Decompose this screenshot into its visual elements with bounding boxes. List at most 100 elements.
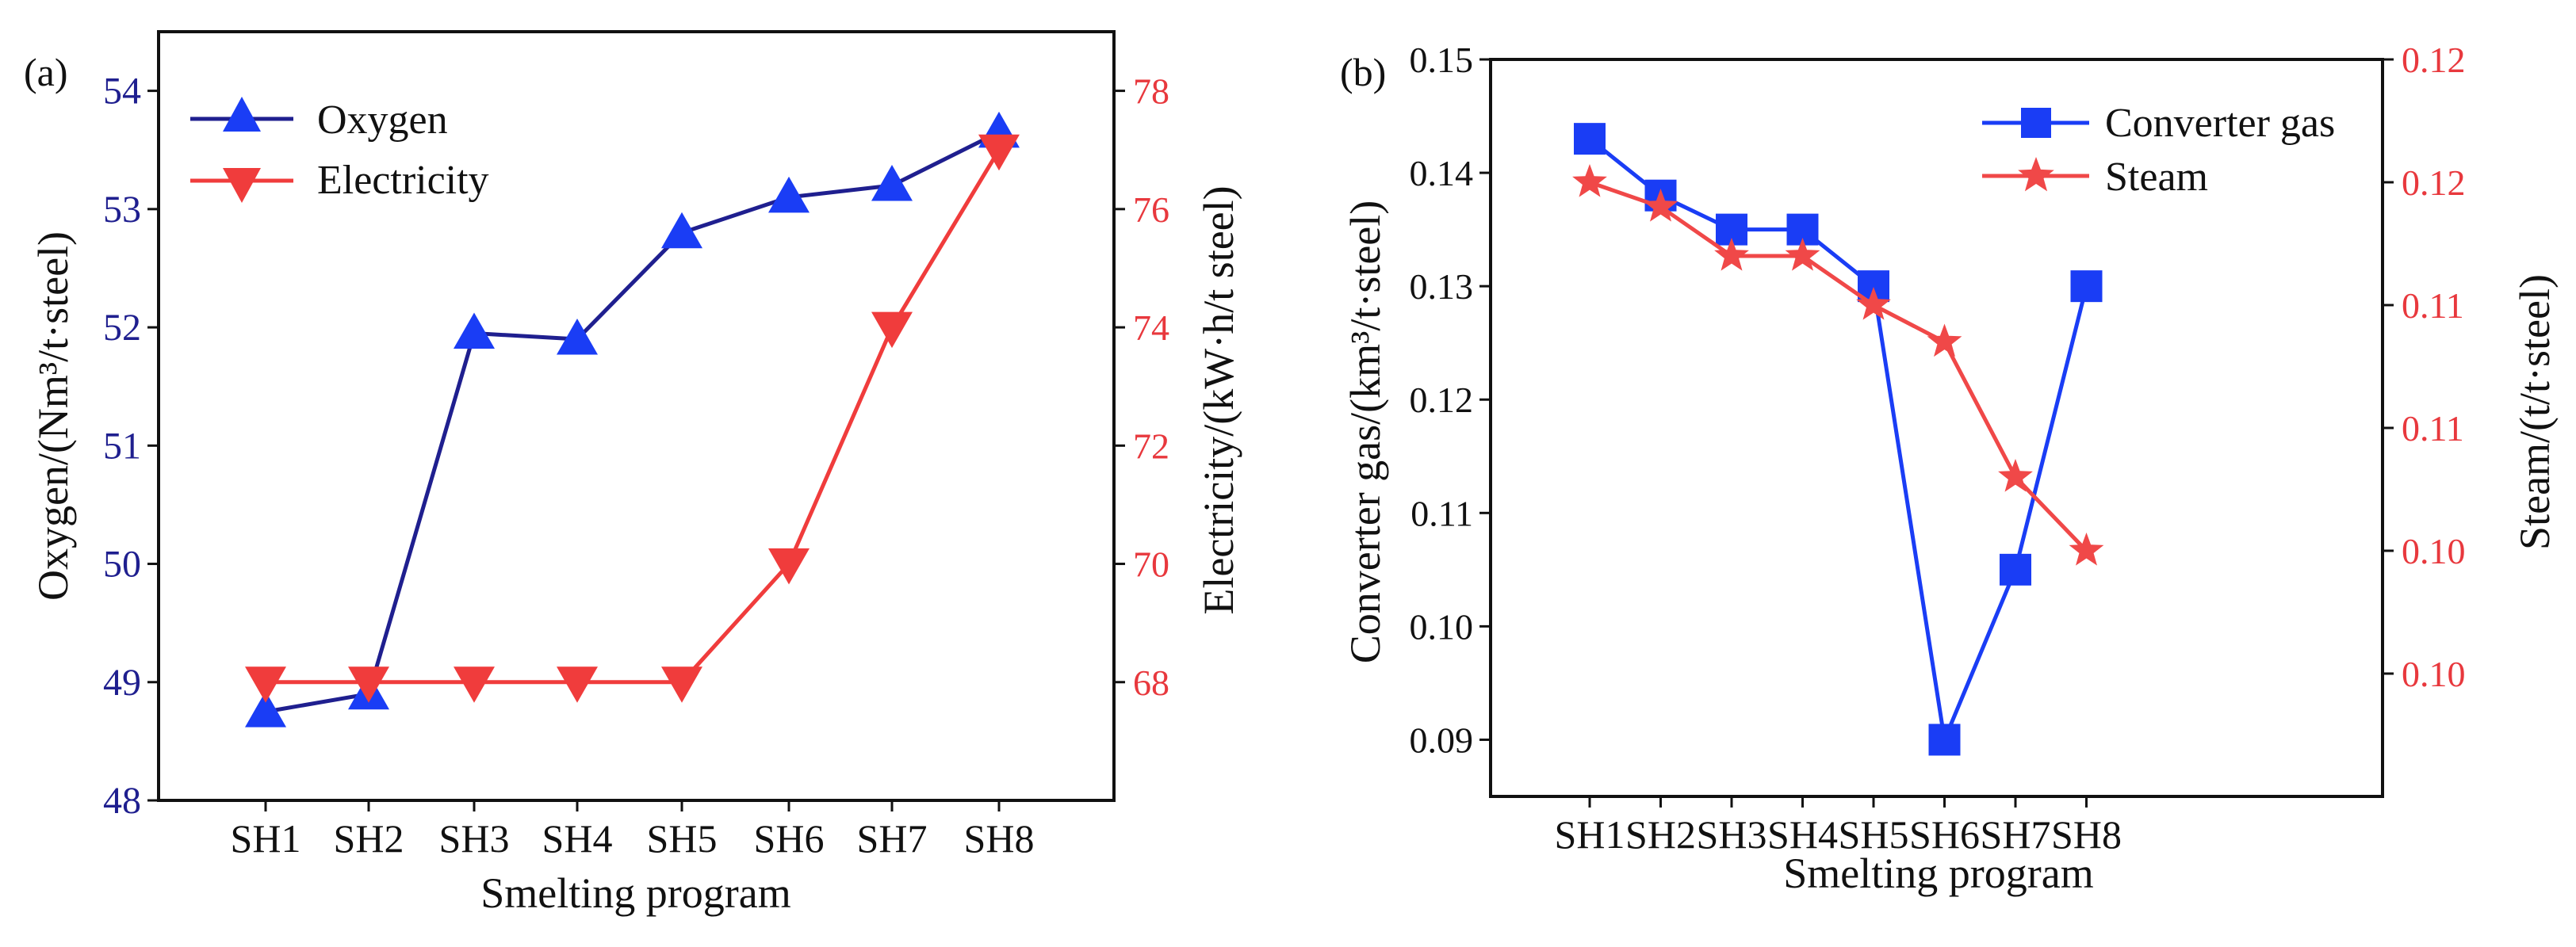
panel-a-left-axis-title: Oxygen/(Nm³/t·steel) <box>29 231 77 601</box>
right-tick-label: 0.10 <box>2402 531 2466 571</box>
x-tick-label: SH3 <box>439 816 510 861</box>
right-tick-label: 0.10 <box>2402 654 2466 694</box>
data-point-steam <box>1572 164 1607 197</box>
left-tick-label: 53 <box>103 189 141 231</box>
panel-a-series <box>245 111 1020 727</box>
x-tick-label: SH5 <box>1839 812 1909 857</box>
left-tick-label: 0.13 <box>1410 266 1474 307</box>
x-tick-label: SH1 <box>1555 812 1625 857</box>
data-point-electricity <box>871 311 913 349</box>
panel-a-legend: Oxygen Electricity <box>190 97 489 203</box>
right-tick-label: 0.12 <box>2402 40 2466 80</box>
data-point-electricity <box>661 666 702 703</box>
right-tick-label: 70 <box>1133 544 1169 585</box>
data-point-electricity <box>245 666 286 703</box>
legend-converter-gas-label: Converter gas <box>2105 101 2335 146</box>
left-tick-label: 54 <box>103 71 141 113</box>
data-point-electricity <box>557 666 598 703</box>
data-point-converter-gas <box>1574 123 1606 155</box>
left-tick-label: 0.09 <box>1410 720 1474 760</box>
left-tick-label: 50 <box>103 544 141 586</box>
data-point-oxygen <box>557 319 598 355</box>
data-point-steam <box>1785 238 1820 271</box>
left-tick-label: 0.15 <box>1410 40 1474 80</box>
data-point-electricity <box>768 548 810 585</box>
panel-a-right-axis: 68 70 72 74 76 78 <box>1114 71 1169 703</box>
x-tick-label: SH6 <box>1909 812 1980 857</box>
panel-b-legend: Converter gas Steam <box>1982 101 2335 200</box>
legend-electricity-label: Electricity <box>317 158 489 203</box>
data-point-oxygen <box>768 176 810 213</box>
panel-a-x-axis-title: Smelting program <box>480 869 790 917</box>
legend-oxygen-label: Oxygen <box>317 97 448 143</box>
data-point-steam <box>1643 189 1678 222</box>
x-tick-label: SH4 <box>1767 812 1838 857</box>
x-tick-label: SH8 <box>964 816 1035 861</box>
panel-b-left-axis-title: Converter gas/(km³/t·steel) <box>1342 200 1389 664</box>
panel-b-right-axis: 0.10 0.10 0.11 0.11 0.12 0.12 <box>2383 40 2466 694</box>
data-point-converter-gas <box>2000 553 2031 586</box>
data-point-oxygen <box>661 212 702 249</box>
x-tick-label: SH2 <box>334 816 404 861</box>
legend-converter-gas-marker <box>2021 108 2051 138</box>
panel-a-right-axis-title: Electricity/(kW·h/t steel) <box>1195 185 1242 614</box>
legend-electricity-marker <box>223 168 261 203</box>
data-point-converter-gas <box>2070 270 2103 303</box>
data-point-oxygen <box>245 691 286 727</box>
series-line-steam <box>1589 180 2088 552</box>
x-tick-label: SH7 <box>857 816 928 861</box>
right-tick-label: 0.11 <box>2402 285 2464 326</box>
data-point-oxygen <box>454 312 495 349</box>
panel-b-x-axis: SH1 SH2 SH3 SH4 SH5 SH6 SH7 SH8 <box>1555 796 2122 857</box>
panel-a-x-axis: SH1 SH2 SH3 SH4 SH5 SH6 SH7 SH8 <box>231 800 1035 861</box>
data-point-electricity <box>978 134 1020 171</box>
x-tick-label: SH1 <box>231 816 301 861</box>
x-tick-label: SH2 <box>1625 812 1696 857</box>
data-point-converter-gas <box>1928 724 1961 756</box>
panel-a-label: (a) <box>24 50 68 94</box>
panel-b-x-axis-title: Smelting program <box>1783 850 2093 897</box>
right-tick-label: 78 <box>1133 71 1169 112</box>
legend-steam-marker <box>2018 157 2054 192</box>
right-tick-label: 68 <box>1133 663 1169 703</box>
left-tick-label: 0.10 <box>1410 606 1474 647</box>
legend-oxygen-marker <box>223 97 261 132</box>
data-point-electricity <box>348 666 389 703</box>
left-tick-label: 0.11 <box>1410 493 1473 533</box>
left-tick-label: 52 <box>103 307 141 349</box>
left-tick-label: 0.14 <box>1410 153 1474 193</box>
left-tick-label: 48 <box>103 780 141 822</box>
right-tick-label: 76 <box>1133 189 1169 230</box>
data-point-steam <box>1927 323 1962 357</box>
series-line-oxygen <box>265 130 1001 714</box>
x-tick-label: SH5 <box>647 816 718 861</box>
right-tick-label: 0.11 <box>2402 408 2464 449</box>
legend-steam-label: Steam <box>2105 155 2208 200</box>
data-point-electricity <box>454 666 495 703</box>
panel-b-left-axis: 0.09 0.10 0.11 0.12 0.13 0.14 0.15 <box>1410 40 1491 760</box>
x-tick-label: SH6 <box>754 816 825 861</box>
panel-b-label: (b) <box>1340 50 1386 94</box>
series-line-electricity <box>266 148 1001 685</box>
right-tick-label: 74 <box>1133 307 1169 348</box>
data-point-oxygen <box>871 165 913 201</box>
data-point-steam <box>2069 533 2104 566</box>
panel-b-right-axis-title: Steam/(t/t·steel) <box>2511 274 2559 550</box>
data-point-steam <box>1856 287 1891 320</box>
x-tick-label: SH4 <box>542 816 613 861</box>
right-tick-label: 0.12 <box>2402 162 2466 203</box>
x-tick-label: SH3 <box>1697 812 1767 857</box>
data-point-steam <box>1714 238 1749 271</box>
left-tick-label: 51 <box>103 425 141 467</box>
data-point-steam <box>1998 459 2033 492</box>
panel-b-series <box>1572 123 2104 756</box>
panel-a-left-axis: 48 49 50 51 52 53 54 <box>103 71 159 822</box>
series-line-converter-gas <box>1588 137 2088 742</box>
right-tick-label: 72 <box>1133 426 1169 466</box>
left-tick-label: 0.12 <box>1410 380 1474 420</box>
panel-a-plot-frame <box>157 30 1116 802</box>
left-tick-label: 49 <box>103 662 141 704</box>
x-tick-label: SH8 <box>2051 812 2122 857</box>
